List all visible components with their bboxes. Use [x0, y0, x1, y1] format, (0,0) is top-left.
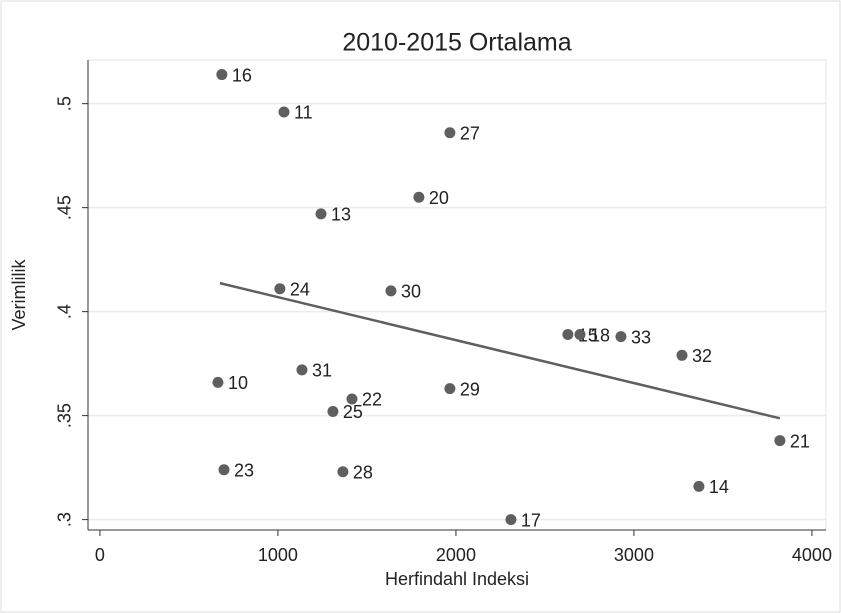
point	[385, 285, 397, 297]
x-tick-label: 0	[95, 545, 105, 565]
point-label: 23	[234, 460, 254, 480]
point	[774, 435, 786, 447]
point	[346, 393, 358, 405]
point-label: 11	[294, 103, 313, 123]
point-label: 27	[460, 124, 480, 144]
point	[413, 191, 425, 203]
y-tick-label: .4	[55, 304, 75, 319]
point	[218, 464, 230, 476]
point-label: 25	[343, 402, 363, 422]
point-label: 30	[401, 282, 421, 302]
x-tick-label: 2000	[436, 545, 476, 565]
point-label: 32	[692, 346, 712, 366]
y-tick-label: .35	[55, 403, 75, 428]
point-label: 13	[331, 205, 351, 225]
point	[212, 376, 224, 388]
y-tick-label: .3	[55, 512, 75, 527]
point	[274, 283, 286, 295]
point	[216, 69, 228, 81]
x-tick-label: 1000	[258, 545, 298, 565]
point-label: 21	[790, 431, 810, 451]
point	[444, 127, 456, 139]
point-label: 20	[429, 188, 449, 208]
point-label: 28	[353, 463, 373, 483]
x-tick-label: 3000	[614, 545, 654, 565]
y-tick-label: .5	[55, 96, 75, 111]
point-label: 24	[290, 280, 310, 300]
point-label: 33	[631, 327, 651, 347]
y-tick-label: .45	[55, 195, 75, 220]
plot-area	[87, 59, 827, 531]
point-label: 16	[232, 65, 252, 85]
point-label: 31	[312, 361, 332, 381]
y-axis-label: Verimlilik	[9, 259, 29, 331]
point	[676, 349, 688, 361]
point	[574, 329, 586, 341]
point-label: 14	[709, 477, 729, 497]
point-label: 18	[590, 325, 610, 345]
x-axis-label: Herfindahl Indeksi	[385, 569, 529, 589]
point-label: 10	[228, 373, 248, 393]
point	[327, 405, 339, 417]
point	[562, 329, 574, 341]
point-label: 22	[362, 390, 382, 410]
point	[296, 364, 308, 376]
point	[315, 208, 327, 220]
point	[278, 106, 290, 118]
point-label: 17	[521, 510, 541, 530]
point-label: 29	[460, 379, 480, 399]
x-tick-label: 4000	[792, 545, 832, 565]
point	[615, 331, 627, 343]
point	[337, 466, 349, 478]
point	[444, 383, 456, 395]
point	[505, 514, 517, 526]
fit-line	[219, 281, 781, 420]
chart-title: 2010-2015 Ortalama	[342, 29, 571, 57]
point	[693, 480, 705, 492]
